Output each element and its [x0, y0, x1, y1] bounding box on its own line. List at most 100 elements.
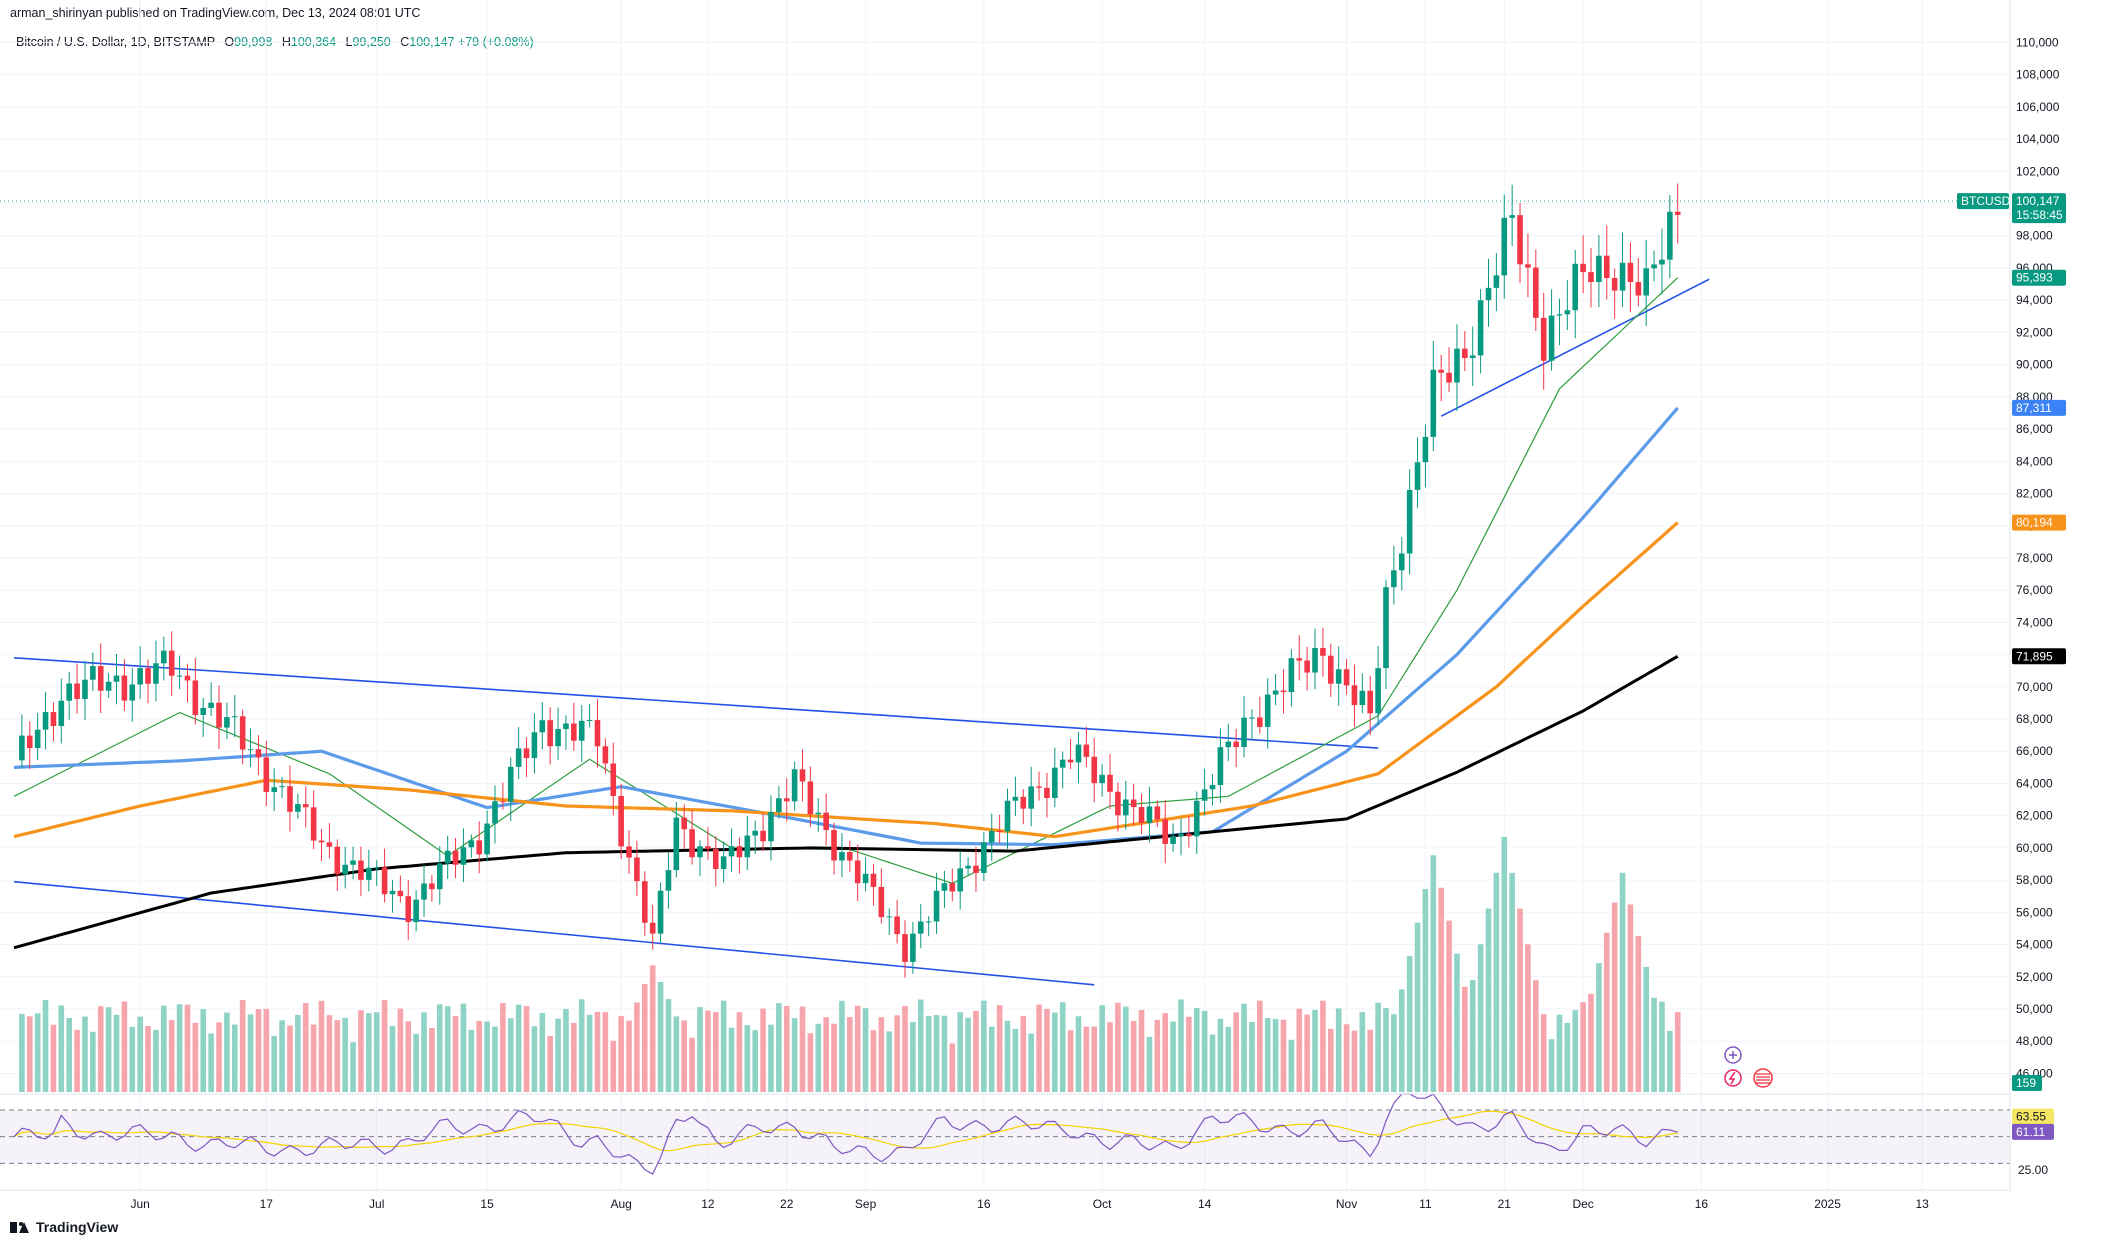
- volume-bar: [452, 1016, 459, 1092]
- volume-bar: [839, 1000, 845, 1092]
- volume-bar: [287, 1025, 293, 1092]
- volume-bar: [1398, 989, 1405, 1092]
- candle-body: [176, 675, 183, 677]
- candle-body: [1414, 462, 1421, 490]
- candle-body: [1343, 669, 1350, 686]
- volume-bar: [1493, 872, 1500, 1092]
- volume-bar: [1359, 1011, 1366, 1092]
- price-axis-label: 92,000: [2016, 325, 2053, 339]
- candle-body: [1201, 789, 1208, 801]
- volume-bar: [492, 1026, 498, 1092]
- price-axis-label: 104,000: [2016, 132, 2060, 146]
- volume-bar: [799, 1006, 806, 1092]
- volume-bar: [358, 1010, 364, 1092]
- volume-bar: [1312, 1009, 1318, 1092]
- candle-body: [807, 781, 814, 815]
- volume-bar: [1548, 1039, 1555, 1092]
- candle-body: [216, 702, 222, 728]
- candle-body: [1280, 690, 1287, 693]
- candle-body: [555, 729, 561, 747]
- candle-body: [1052, 767, 1058, 799]
- candle-body: [586, 720, 593, 722]
- volume-bar: [1217, 1018, 1224, 1092]
- candle-body: [1146, 806, 1153, 824]
- volume-bar: [870, 1030, 877, 1092]
- time-axis-label: Sep: [855, 1197, 877, 1211]
- volume-bar: [1004, 1020, 1011, 1092]
- candle-body: [1012, 796, 1019, 801]
- rsi-tag: [2012, 1123, 2054, 1140]
- candle-body: [231, 716, 238, 718]
- volume-bar: [697, 1007, 703, 1092]
- volume-bar: [1012, 1028, 1019, 1092]
- price-axis-label: 90,000: [2016, 358, 2053, 372]
- volume-bar: [1533, 980, 1539, 1092]
- candle-body: [768, 812, 774, 842]
- candle-body: [389, 890, 396, 895]
- rsi-tag: [2012, 1108, 2054, 1125]
- candle-body: [1154, 806, 1161, 820]
- candle-body: [468, 840, 475, 848]
- volume-bar: [610, 1040, 617, 1092]
- volume-bar: [326, 1015, 333, 1092]
- volume-bar: [484, 1021, 490, 1092]
- volume-bar: [1635, 935, 1642, 1092]
- volume-bar: [208, 1033, 214, 1092]
- candle-body: [831, 830, 837, 861]
- price-axis-label: 70,000: [2016, 680, 2053, 694]
- volume-bar: [1296, 1008, 1303, 1092]
- volume-bar: [200, 1009, 207, 1092]
- time-axis-label: 16: [1695, 1197, 1709, 1211]
- volume-bar: [878, 1017, 885, 1092]
- candle-body: [776, 798, 782, 813]
- candle-body: [184, 675, 191, 681]
- candle-body: [161, 650, 167, 664]
- candle-body: [610, 763, 617, 796]
- candle-body: [523, 748, 530, 759]
- volume-bar: [239, 999, 246, 1092]
- volume-bar: [1580, 1002, 1586, 1092]
- candle-body: [1296, 658, 1303, 661]
- candle-body: [736, 846, 743, 858]
- candle-body: [1257, 717, 1263, 727]
- candle-body: [224, 717, 230, 728]
- volume-pane: [19, 837, 1681, 1092]
- candle-body: [1320, 648, 1326, 656]
- candle-body: [1351, 685, 1358, 706]
- volume-bar: [192, 1022, 199, 1092]
- candle-body: [1674, 211, 1681, 215]
- volume-bar: [531, 1026, 538, 1092]
- volume-bar: [1430, 855, 1437, 1092]
- volume-bar: [318, 1000, 325, 1092]
- candle-body: [397, 890, 404, 897]
- candle-body: [405, 896, 412, 923]
- us-flag-icon[interactable]: [1753, 1068, 1773, 1088]
- candle-body: [531, 732, 538, 759]
- candle-body: [1107, 774, 1113, 792]
- candle-body: [350, 860, 356, 865]
- price-axis-label: 102,000: [2016, 164, 2060, 178]
- candle-body: [1099, 774, 1105, 784]
- volume-bar: [1422, 889, 1429, 1092]
- candle-body: [634, 857, 640, 882]
- candle-body: [1288, 658, 1295, 693]
- candle-body: [1588, 272, 1594, 282]
- ma-200-line: [13, 654, 1679, 950]
- candle-body: [50, 712, 57, 726]
- grid: [0, 0, 2010, 1190]
- volume-bar: [831, 1023, 837, 1092]
- trendline: [13, 880, 1095, 986]
- price-axis-label: 106,000: [2016, 100, 2060, 114]
- candle-body: [1540, 317, 1547, 361]
- candle-body: [1122, 799, 1129, 816]
- candle-body: [1611, 277, 1618, 291]
- volume-bar: [1619, 872, 1626, 1092]
- candle-body: [1398, 553, 1405, 571]
- candle-body: [1627, 262, 1634, 283]
- volume-bar: [689, 1037, 695, 1092]
- lightning-icon[interactable]: [1724, 1069, 1742, 1087]
- volume-bar: [1257, 1000, 1263, 1092]
- candle-body: [271, 787, 278, 793]
- volume-bar: [642, 984, 648, 1092]
